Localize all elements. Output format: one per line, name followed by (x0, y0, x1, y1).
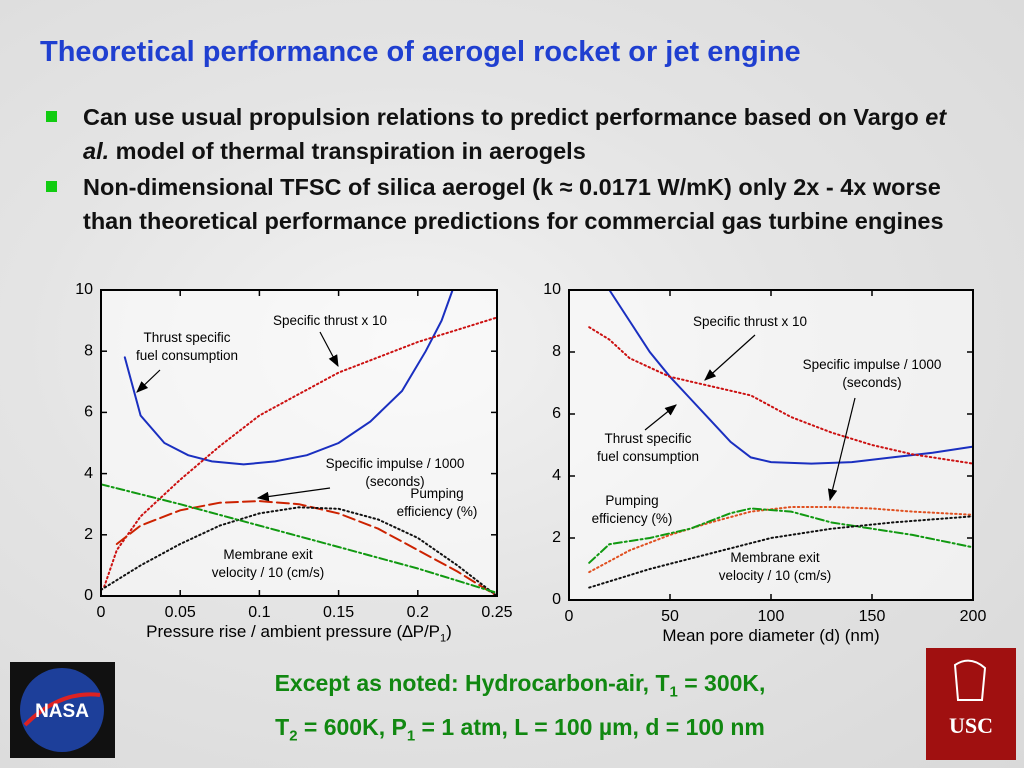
plot-frame (568, 289, 974, 601)
x-tick-label: 0 (97, 604, 106, 621)
series-line (103, 316, 498, 588)
y-tick-label: 2 (84, 526, 93, 543)
text-part: Pressure rise / ambient pressure (∆P/P (146, 622, 441, 641)
x-tick-label: 200 (960, 608, 987, 625)
x-tick-label: 100 (758, 608, 785, 625)
y-tick-label: 0 (552, 591, 561, 608)
text-part: = 1 atm, L = 100 µm, d = 100 nm (415, 713, 765, 740)
series-annotation: Membrane exit velocity / 10 (cm/s) (718, 550, 832, 583)
text-part: et al. (83, 104, 947, 164)
subscript: 1 (440, 632, 447, 645)
series-line (588, 326, 974, 465)
series-annotation: Thrust specific fuel consumption (135, 330, 239, 363)
subscript: 1 (669, 683, 678, 701)
annotation-arrow (319, 331, 339, 368)
logo-frame (926, 648, 1016, 760)
text-part: model of thermal transpiration in aeroge… (109, 138, 586, 164)
x-tick-label: 0.15 (323, 604, 354, 621)
y-tick-label: 8 (552, 343, 561, 360)
x-tick-label: 0.2 (407, 604, 429, 621)
x-tick-label: 0.05 (165, 604, 196, 621)
plot-area (569, 290, 973, 600)
series-annotation: Specific thrust x 10 (692, 314, 808, 329)
nasa-logo: NASA (10, 662, 115, 758)
series-line (123, 289, 454, 466)
y-tick-label: 8 (84, 342, 93, 359)
text-part: = 300K, (677, 670, 766, 696)
usc-logo: USC (926, 648, 1016, 760)
annotation-arrow (704, 334, 756, 381)
series-line (115, 500, 498, 597)
logo-text: NASA (35, 701, 89, 722)
y-tick-label: 6 (84, 404, 93, 421)
chart: 0 2 4 6 8 10 0 0.05 0.1 0.15 0.2 0.25 (75, 281, 512, 621)
text-part: Non-dimensional TFSC of silica aerogel (… (83, 174, 944, 234)
series-annotation: Pumping efficiency (%) (591, 493, 673, 526)
series-annotation: Pumping efficiency (%) (396, 486, 478, 519)
bullet-item: Non-dimensional TFSC of silica aerogel (… (46, 170, 963, 238)
footer-line: T2 = 600K, P1 = 1 atm, L = 100 µm, d = 1… (120, 710, 920, 754)
subscript: 2 (289, 727, 298, 745)
x-tick-label: 0.25 (481, 604, 512, 621)
series-annotation: Specific thrust x 10 (272, 313, 388, 328)
x-tick-label: 50 (661, 608, 679, 625)
x-tick-label: 150 (859, 608, 886, 625)
text-part: Except as noted: Hydrocarbon-air, T (274, 670, 670, 696)
bullet-marker (46, 181, 57, 192)
series-annotation: Membrane exit velocity / 10 (cm/s) (211, 547, 325, 580)
annotation-arrow (644, 404, 677, 431)
y-tick-label: 0 (84, 587, 93, 604)
series-annotation: Specific impulse / 1000 (seconds) (802, 357, 942, 390)
y-tick-label: 4 (552, 467, 561, 484)
series-line (588, 507, 974, 564)
annotation-arrow (827, 397, 856, 502)
y-tick-label: 10 (75, 281, 93, 298)
series-line (608, 289, 974, 465)
x-tick-label: 0.1 (248, 604, 270, 621)
y-tick-label: 4 (84, 465, 93, 482)
x-axis-label: Mean pore diameter (d) (nm) (662, 626, 880, 645)
logo-text: USC (949, 713, 993, 738)
footer-line: Except as noted: Hydrocarbon-air, T1 = 3… (120, 666, 920, 710)
subscript: 1 (406, 727, 416, 745)
y-tick-label: 2 (552, 529, 561, 546)
series-line (100, 506, 498, 597)
x-tick-label: 0 (565, 608, 574, 625)
text-part: ) (446, 622, 452, 641)
series-line (100, 483, 498, 594)
y-tick-label: 6 (552, 405, 561, 422)
annotation-arrow (256, 487, 331, 502)
plot-frame (100, 289, 498, 597)
slide-title: Theoretical performance of aerogel rocke… (40, 36, 801, 68)
logo-swoosh (23, 692, 101, 727)
logo-helmet (953, 659, 987, 701)
footer-note: Except as noted: Hydrocarbon-air, T1 = 3… (120, 666, 920, 753)
text-part: T (275, 713, 290, 740)
bullet-item: Can use usual propulsion relations to pr… (46, 100, 963, 168)
series-annotation: Thrust specific fuel consumption (596, 431, 700, 464)
annotation-arrow (136, 369, 161, 393)
x-axis-label: Pressure rise / ambient pressure (∆P/P1) (146, 622, 452, 644)
series-annotation: Specific impulse / 1000 (seconds) (325, 456, 465, 489)
text-part: Can use usual propulsion relations to pr… (83, 104, 926, 130)
text-part: = 600K, P (297, 713, 407, 740)
y-tick-label: 10 (543, 281, 561, 298)
bullet-marker (46, 111, 57, 122)
series-line (588, 515, 974, 589)
logo-disc (20, 668, 104, 752)
